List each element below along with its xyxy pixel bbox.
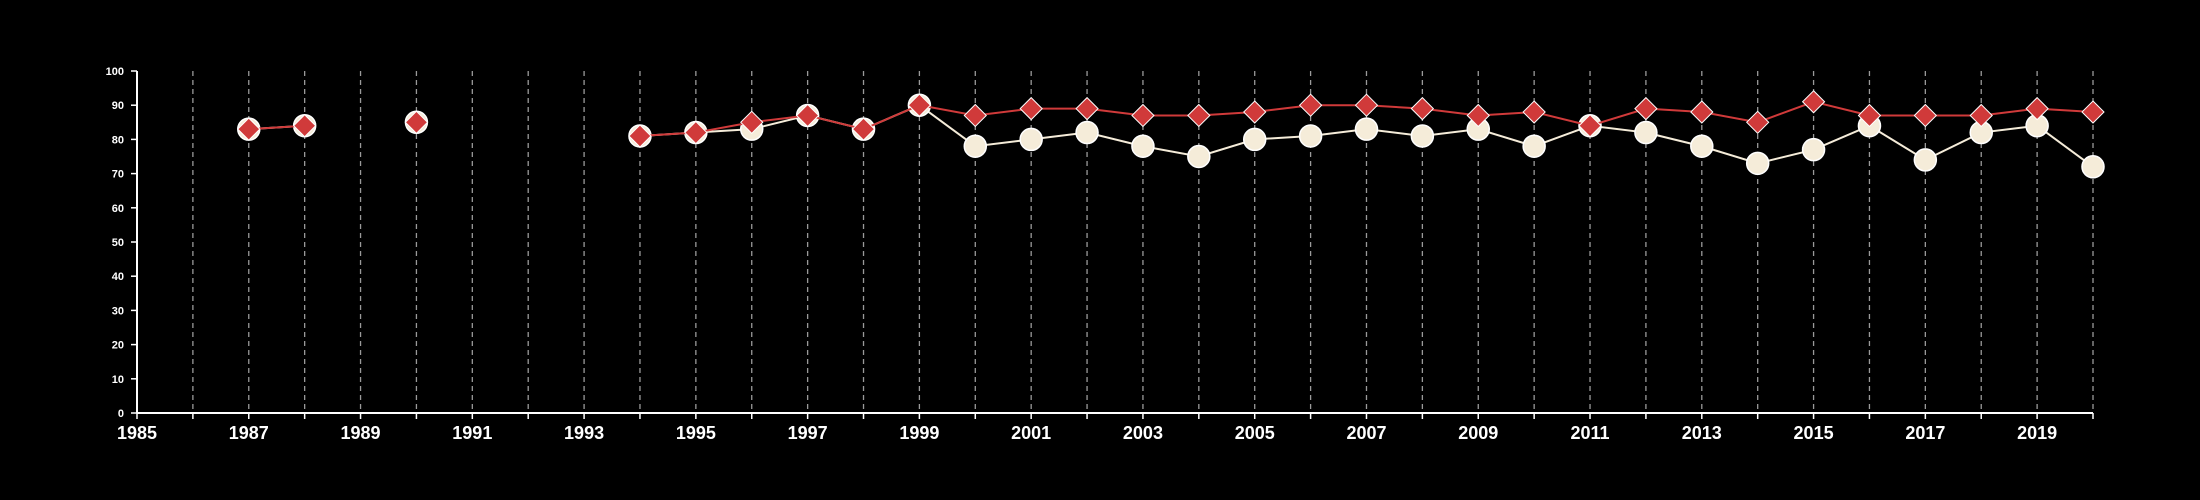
data-point (1634, 96, 1658, 121)
x-tick-label: 1995 (676, 423, 716, 443)
y-tick-label: 10 (112, 374, 124, 386)
data-point (1690, 100, 1714, 124)
data-point (1857, 103, 1882, 128)
x-tick-label: 2015 (1794, 423, 1834, 443)
data-point (2081, 100, 2105, 124)
data-point (907, 93, 932, 117)
data-point (740, 110, 764, 135)
data-point (1634, 120, 1658, 145)
data-point (684, 120, 708, 145)
data-point (1745, 110, 1770, 135)
x-tick-label: 2011 (1570, 423, 1609, 443)
data-point (1075, 96, 1099, 121)
y-tick-label: 30 (112, 305, 124, 317)
x-tick-label: 2019 (2017, 423, 2057, 443)
data-point (1801, 137, 1826, 162)
data-point (963, 134, 988, 158)
x-tick-label: 2017 (1905, 423, 1945, 443)
data-point (1298, 124, 1323, 148)
x-tick-label: 1991 (452, 423, 492, 443)
x-tick-label: 2013 (1682, 423, 1722, 443)
data-point (292, 114, 317, 138)
data-point (1131, 134, 1155, 158)
y-tick-label: 80 (112, 134, 124, 146)
y-tick-label: 50 (112, 237, 124, 249)
data-point (1298, 93, 1323, 117)
data-point (1410, 96, 1435, 121)
data-point (1522, 134, 1546, 158)
data-point (628, 124, 652, 148)
data-point (1801, 90, 1826, 114)
data-point (851, 117, 876, 141)
data-point (1187, 103, 1211, 128)
data-point (963, 103, 987, 128)
y-tick-label: 70 (112, 169, 124, 181)
data-point (1019, 96, 1043, 121)
series-layer (237, 90, 2105, 179)
data-point (2025, 96, 2049, 121)
y-tick-label: 40 (112, 271, 124, 283)
data-point (1690, 134, 1714, 158)
data-point (1466, 103, 1490, 128)
x-tick-label: 1993 (564, 423, 604, 443)
x-tick-label: 1997 (788, 423, 828, 443)
data-point (404, 110, 429, 135)
x-tick-label: 1999 (899, 423, 939, 443)
y-tick-label: 20 (112, 340, 124, 352)
data-point (1187, 144, 1211, 169)
data-point (1913, 148, 1938, 172)
data-point (795, 103, 820, 128)
data-point (1745, 151, 1770, 176)
data-point (1969, 103, 1993, 128)
data-point (2081, 155, 2105, 179)
series-1 (237, 90, 2105, 148)
data-point (1243, 100, 1267, 124)
data-point (1242, 127, 1267, 152)
data-point (1131, 103, 1155, 128)
data-point (1075, 120, 1099, 145)
data-point (1578, 114, 1602, 138)
data-point (1019, 127, 1043, 152)
data-point (1410, 124, 1435, 148)
data-point (1522, 100, 1546, 124)
y-tick-label: 90 (112, 100, 124, 112)
y-tick-label: 60 (112, 203, 124, 215)
data-point (1913, 103, 1938, 128)
data-point (1354, 93, 1379, 117)
x-tick-label: 2005 (1235, 423, 1275, 443)
x-tick-label: 2001 (1011, 423, 1051, 443)
y-tick-label: 0 (118, 408, 124, 420)
x-tick-label: 2003 (1123, 423, 1163, 443)
x-tick-label: 2007 (1346, 423, 1386, 443)
data-point (237, 117, 261, 141)
series-0 (237, 93, 2105, 179)
data-point (1354, 117, 1379, 141)
x-tick-label: 2009 (1458, 423, 1498, 443)
y-tick-label: 100 (106, 66, 124, 78)
axes: 1985 1987 1989 1991 1993 1995 1997 1999 2001 2003… (106, 66, 2094, 443)
x-tick-label: 1989 (341, 423, 381, 443)
x-tick-label: 1985 (117, 423, 157, 443)
x-tick-label: 1987 (229, 423, 269, 443)
